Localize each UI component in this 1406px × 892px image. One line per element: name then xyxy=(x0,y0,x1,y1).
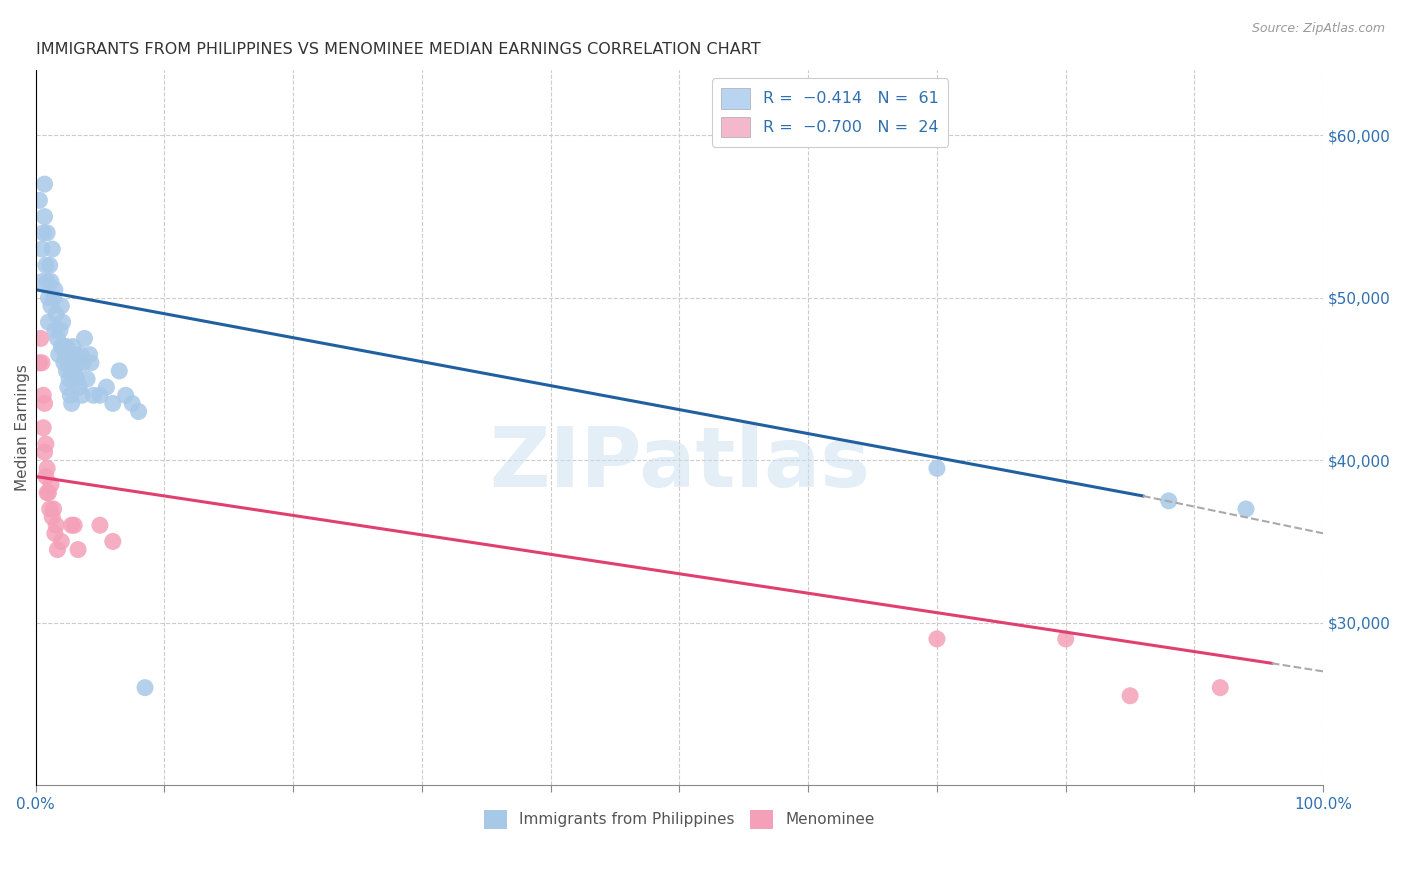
Point xyxy=(30,331,52,345)
Point xyxy=(48,348,70,362)
Point xyxy=(1209,681,1232,695)
Point xyxy=(31,275,53,289)
Point xyxy=(37,315,59,329)
Point xyxy=(63,518,86,533)
Point xyxy=(67,380,90,394)
Point xyxy=(44,283,66,297)
Point xyxy=(51,534,73,549)
Point xyxy=(34,396,56,410)
Point xyxy=(89,518,111,533)
Point xyxy=(1157,493,1180,508)
Point xyxy=(1119,689,1142,703)
Point xyxy=(52,356,75,370)
Point xyxy=(44,323,66,337)
Y-axis label: Median Earnings: Median Earnings xyxy=(15,364,30,491)
Point xyxy=(39,477,62,491)
Point xyxy=(89,388,111,402)
Point xyxy=(1234,502,1257,516)
Point xyxy=(37,461,59,475)
Legend: Immigrants from Philippines, Menominee: Immigrants from Philippines, Menominee xyxy=(478,804,880,835)
Point xyxy=(66,372,89,386)
Point xyxy=(55,340,77,354)
Point xyxy=(56,380,79,394)
Point xyxy=(101,534,124,549)
Point xyxy=(58,372,80,386)
Point xyxy=(41,510,63,524)
Point xyxy=(45,518,67,533)
Point xyxy=(121,396,143,410)
Point xyxy=(28,356,51,370)
Point xyxy=(46,542,69,557)
Point xyxy=(76,372,98,386)
Point xyxy=(32,226,55,240)
Point xyxy=(32,421,55,435)
Point xyxy=(128,404,150,418)
Point xyxy=(37,275,59,289)
Point xyxy=(34,177,56,191)
Point xyxy=(34,210,56,224)
Point xyxy=(83,388,105,402)
Point xyxy=(101,396,124,410)
Text: Source: ZipAtlas.com: Source: ZipAtlas.com xyxy=(1251,22,1385,36)
Point xyxy=(96,380,118,394)
Point xyxy=(1054,632,1077,646)
Point xyxy=(69,348,91,362)
Point xyxy=(38,258,60,272)
Text: IMMIGRANTS FROM PHILIPPINES VS MENOMINEE MEDIAN EARNINGS CORRELATION CHART: IMMIGRANTS FROM PHILIPPINES VS MENOMINEE… xyxy=(35,42,761,57)
Point xyxy=(59,388,82,402)
Point xyxy=(37,485,59,500)
Point xyxy=(67,542,90,557)
Point xyxy=(37,485,59,500)
Point xyxy=(53,348,76,362)
Point xyxy=(55,364,77,378)
Point xyxy=(80,356,103,370)
Point xyxy=(60,518,83,533)
Point xyxy=(34,445,56,459)
Point xyxy=(42,502,65,516)
Point xyxy=(52,315,75,329)
Point xyxy=(73,331,96,345)
Point xyxy=(51,340,73,354)
Point xyxy=(56,356,79,370)
Point xyxy=(51,299,73,313)
Point xyxy=(114,388,136,402)
Point xyxy=(37,291,59,305)
Point xyxy=(35,469,58,483)
Point xyxy=(31,242,53,256)
Point xyxy=(45,307,67,321)
Point xyxy=(72,356,94,370)
Point xyxy=(39,299,62,313)
Point xyxy=(38,502,60,516)
Point xyxy=(70,388,93,402)
Point xyxy=(35,258,58,272)
Point xyxy=(37,226,59,240)
Point xyxy=(32,388,55,402)
Text: ZIPatlas: ZIPatlas xyxy=(489,423,870,504)
Point xyxy=(79,348,101,362)
Point xyxy=(52,340,75,354)
Point xyxy=(65,348,87,362)
Point xyxy=(49,323,72,337)
Point xyxy=(42,291,65,305)
Point xyxy=(60,396,83,410)
Point xyxy=(41,242,63,256)
Point xyxy=(925,461,948,475)
Point xyxy=(925,632,948,646)
Point xyxy=(35,437,58,451)
Point xyxy=(108,364,131,378)
Point xyxy=(44,526,66,541)
Point xyxy=(60,364,83,378)
Point xyxy=(46,331,69,345)
Point xyxy=(67,356,90,370)
Point xyxy=(28,194,51,208)
Point xyxy=(31,356,53,370)
Point xyxy=(134,681,156,695)
Point xyxy=(63,364,86,378)
Point xyxy=(39,275,62,289)
Point xyxy=(62,340,84,354)
